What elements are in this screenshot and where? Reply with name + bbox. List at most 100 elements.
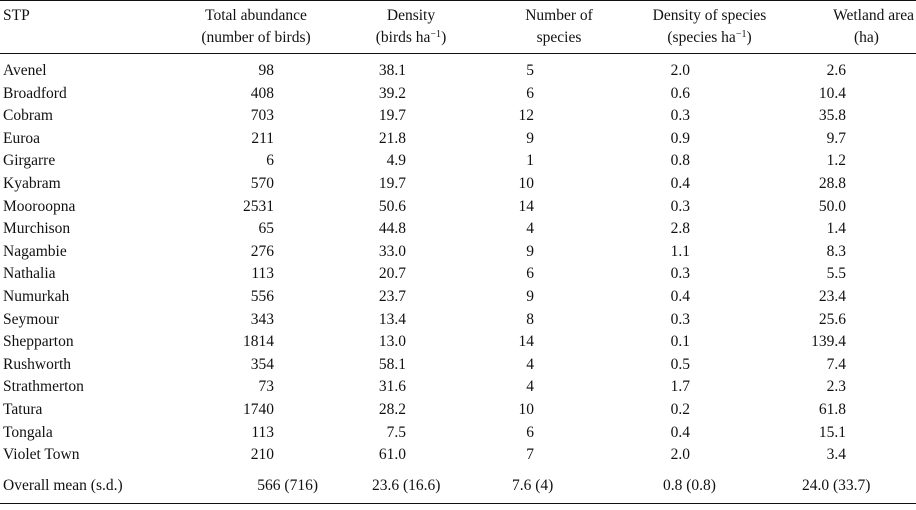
species-density-cell: 0.4: [670, 174, 690, 192]
table-row: Girgarre 6 4.9 1 0.8 1.2: [0, 150, 916, 173]
total-abundance-cell: 98: [258, 62, 275, 79]
number-of-species-cell: 6: [526, 84, 534, 102]
stp-name-cell: Shepparton: [3, 333, 74, 351]
density-cell: 23.7: [378, 287, 406, 305]
species-density-cell: 0.3: [670, 310, 690, 328]
number-of-species-cell: 14: [518, 333, 535, 351]
total-abundance-cell: 1740: [243, 400, 274, 418]
table-body: Avenel 98 38.1 5 2.0 2.6 Broadford 408 39.2 6 0.6 1…: [0, 54, 916, 504]
density-cell: 19.7: [378, 107, 406, 125]
density-cell: 20.7: [378, 265, 406, 283]
total-abundance-cell: 556: [250, 287, 274, 305]
wetland-area-cell: 35.8: [818, 107, 846, 125]
mean-species-density-cell: 0.8 (0.8): [628, 466, 791, 504]
total-abundance-cell: 6: [266, 152, 274, 170]
species-density-cell: 0.4: [670, 287, 690, 305]
number-of-species-cell: 8: [526, 310, 534, 328]
species-density-cell: 1.7: [670, 378, 690, 396]
table-row: Shepparton 1814 13.0 14 0.1 139.4: [0, 331, 916, 354]
table-row: Cobram 703 19.7 12 0.3 35.8: [0, 105, 916, 128]
wetland-area-cell: 23.4: [818, 287, 846, 305]
table-row: Murchison 65 44.8 4 2.8 1.4: [0, 218, 916, 241]
table-header: STP Total abundance (number of birds) De…: [0, 0, 916, 54]
species-density-cell: 2.0: [670, 446, 690, 464]
number-of-species-cell: 4: [526, 220, 534, 238]
stp-name-cell: Avenel: [3, 62, 47, 79]
stp-name-cell: Violet Town: [3, 446, 80, 464]
header-wetland-area: Wetland area (ha): [791, 0, 916, 54]
wetland-area-cell: 5.5: [826, 265, 846, 283]
stp-name-cell: Broadford: [3, 84, 67, 102]
number-of-species-cell: 7: [526, 446, 534, 464]
table-row: Seymour 343 13.4 8 0.3 25.6: [0, 309, 916, 332]
number-of-species-cell: 9: [526, 242, 534, 260]
number-of-species-cell: 12: [518, 107, 535, 125]
density-cell: 19.7: [378, 174, 406, 192]
species-density-cell: 0.3: [670, 107, 690, 125]
number-of-species-cell: 6: [526, 265, 534, 283]
species-density-cell: 2.0: [670, 62, 690, 79]
density-cell: 21.8: [378, 129, 406, 147]
table-row: Nathalia 113 20.7 6 0.3 5.5: [0, 263, 916, 286]
total-abundance-cell: 73: [258, 378, 275, 396]
table-row: Nagambie 276 33.0 9 1.1 8.3: [0, 241, 916, 264]
wetland-area-cell: 10.4: [818, 84, 846, 102]
total-abundance-cell: 570: [250, 174, 274, 192]
stp-name-cell: Rushworth: [3, 355, 72, 373]
stp-name-cell: Numurkah: [3, 287, 70, 305]
wetland-area-cell: 61.8: [818, 400, 846, 418]
total-abundance-cell: 408: [250, 84, 274, 102]
number-of-species-cell: 9: [526, 287, 534, 305]
table-row: Strathmerton 73 31.6 4 1.7 2.3: [0, 376, 916, 399]
header-density-of-species: Density of species (species ha−1): [628, 0, 791, 54]
wetland-area-cell: 50.0: [818, 197, 846, 215]
stp-name-cell: Mooroopna: [3, 197, 76, 215]
number-of-species-cell: 5: [526, 62, 534, 79]
wetland-area-cell: 1.4: [826, 220, 846, 238]
number-of-species-cell: 10: [518, 174, 535, 192]
total-abundance-cell: 2531: [243, 197, 274, 215]
mean-abundance-cell: 566 (716): [180, 466, 332, 504]
stp-name-cell: Cobram: [3, 107, 53, 125]
table-row: Euroa 211 21.8 9 0.9 9.7: [0, 128, 916, 151]
table-row: Tongala 113 7.5 6 0.4 15.1: [0, 422, 916, 445]
species-density-cell: 0.8: [670, 152, 690, 170]
table-row: Violet Town 210 61.0 7 2.0 3.4: [0, 444, 916, 467]
wetland-area-cell: 1.2: [826, 152, 846, 170]
mean-density-cell: 23.6 (16.6): [332, 466, 490, 504]
species-density-cell: 0.6: [670, 84, 690, 102]
stp-name-cell: Kyabram: [3, 174, 61, 192]
density-cell: 33.0: [378, 242, 406, 260]
total-abundance-cell: 211: [251, 129, 274, 147]
stp-name-cell: Girgarre: [3, 152, 56, 170]
stp-name-cell: Tatura: [3, 400, 43, 418]
density-cell: 61.0: [378, 446, 406, 464]
total-abundance-cell: 703: [250, 107, 274, 125]
mean-area-cell: 24.0 (33.7): [791, 466, 916, 504]
total-abundance-cell: 210: [250, 446, 274, 464]
species-density-cell: 1.1: [670, 242, 690, 260]
wetland-area-cell: 9.7: [826, 129, 846, 147]
wetland-area-cell: 2.6: [826, 62, 846, 79]
stp-name-cell: Nagambie: [3, 242, 67, 260]
species-density-cell: 0.3: [670, 197, 690, 215]
stp-name-cell: Murchison: [3, 220, 71, 238]
stp-name-cell: Nathalia: [3, 265, 56, 283]
table-row: Tatura 1740 28.2 10 0.2 61.8: [0, 399, 916, 422]
density-cell: 28.2: [378, 400, 406, 418]
stp-name-cell: Tongala: [3, 423, 53, 441]
species-density-cell: 0.9: [670, 129, 690, 147]
overall-mean-row: Overall mean (s.d.) 566 (716) 23.6 (16.6) 7…: [0, 466, 916, 504]
table-row: Rushworth 354 58.1 4 0.5 7.4: [0, 354, 916, 377]
stp-name-cell: Seymour: [3, 310, 59, 328]
total-abundance-cell: 113: [251, 423, 274, 441]
number-of-species-cell: 4: [526, 378, 534, 396]
number-of-species-cell: 6: [526, 423, 534, 441]
density-cell: 13.4: [378, 310, 406, 328]
density-cell: 58.1: [378, 355, 406, 373]
stp-name-cell: Euroa: [3, 129, 41, 147]
species-density-cell: 0.3: [670, 265, 690, 283]
total-abundance-cell: 276: [250, 242, 274, 260]
wetland-area-cell: 2.3: [826, 378, 846, 396]
